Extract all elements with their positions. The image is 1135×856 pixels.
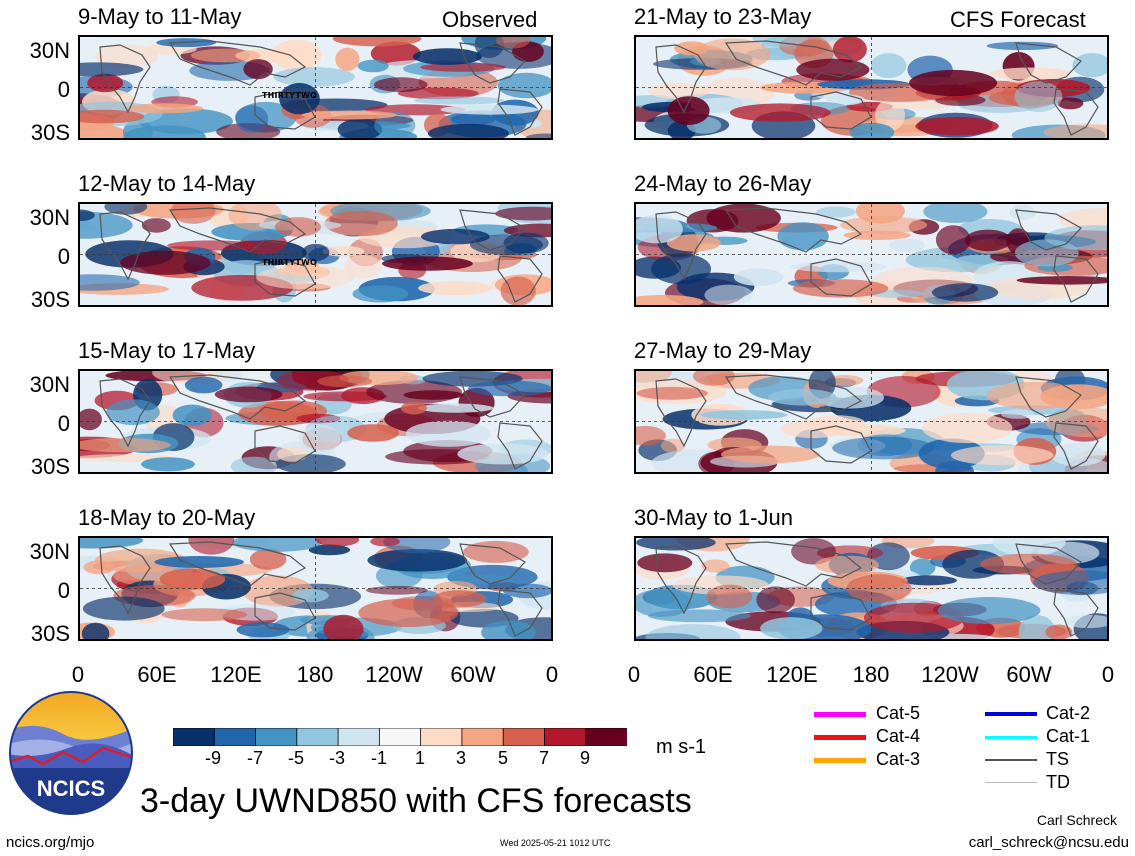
logo-text: NCICS	[37, 776, 105, 801]
observed-header: Observed	[442, 7, 538, 32]
lon-label: 60E	[137, 662, 177, 687]
lon-label: 0	[1101, 662, 1115, 687]
lon-label: 60W	[450, 662, 496, 687]
wind-map	[78, 536, 553, 641]
lon-label: 180	[852, 662, 890, 687]
lat-label-0: 0	[57, 578, 70, 603]
colorbar-tick: 1	[414, 748, 425, 768]
lat-label-30s: 30S	[30, 454, 70, 479]
lon-label: 60W	[1006, 662, 1052, 687]
wind-map	[634, 369, 1109, 474]
author-email: carl_schreck@ncsu.edu	[968, 834, 1129, 851]
colorbar	[173, 728, 627, 746]
colorbar-swatch	[296, 728, 339, 746]
colorbar-swatch	[544, 728, 587, 746]
site-link[interactable]: ncics.org/mjo	[6, 834, 95, 851]
ncics-logo: NCICS	[9, 691, 133, 815]
lon-label: 120E	[766, 662, 818, 687]
panel-title: 27-May to 29-May	[634, 338, 812, 363]
legend-label: TD	[1046, 772, 1070, 792]
colorbar-tick: -3	[328, 748, 345, 768]
panel-title: 15-May to 17-May	[78, 338, 256, 363]
legend-swatch-td	[985, 782, 1037, 783]
lon-label: 180	[296, 662, 334, 687]
forecast-header: CFS Forecast	[950, 7, 1086, 32]
wind-map	[78, 202, 553, 307]
storm-label: THIRTYTWO	[262, 258, 318, 267]
lat-label-30n: 30N	[29, 205, 70, 230]
panel-title: 30-May to 1-Jun	[634, 505, 793, 530]
legend-label: Cat-3	[876, 749, 921, 769]
legend-label: Cat-2	[1046, 703, 1091, 723]
colorbar-swatch	[378, 728, 422, 746]
colorbar-tick: 7	[538, 748, 549, 768]
lon-label: 0	[627, 662, 641, 687]
storm-label: THIRTYTWO	[262, 91, 318, 100]
legend-label: Cat-4	[876, 726, 921, 746]
panel-title: 18-May to 20-May	[78, 505, 256, 530]
colorbar-swatch	[213, 728, 257, 746]
colorbar-tick: 9	[579, 748, 590, 768]
lat-label-30s: 30S	[30, 287, 70, 312]
lon-label: 0	[545, 662, 559, 687]
lat-label-30s: 30S	[30, 621, 70, 646]
author-name: Carl Schreck	[1036, 812, 1117, 828]
lat-label-30s: 30S	[30, 120, 70, 145]
lat-label-0: 0	[57, 411, 70, 436]
lat-label-30n: 30N	[29, 539, 70, 564]
colorbar-swatch	[420, 728, 463, 746]
lat-label-0: 0	[57, 244, 70, 269]
colorbar-swatch	[337, 728, 381, 746]
wind-map	[78, 35, 553, 140]
lon-label: 0	[71, 662, 85, 687]
timestamp: Wed 2025-05-21 1012 UTC	[500, 838, 611, 848]
legend-label: Cat-1	[1046, 726, 1091, 746]
colorbar-swatch	[255, 728, 298, 746]
main-title: 3-day UWND850 with CFS forecasts	[140, 782, 692, 820]
legend-swatch-cat1	[985, 736, 1037, 739]
lat-label-30n: 30N	[29, 38, 70, 63]
colorbar-tick: -1	[370, 748, 387, 768]
colorbar-tick: 5	[497, 748, 508, 768]
lon-label: 120E	[210, 662, 262, 687]
lon-label: 120W	[365, 662, 423, 687]
legend-label: TS	[1046, 749, 1070, 769]
lon-label: 120W	[921, 662, 979, 687]
wind-map	[634, 536, 1109, 641]
lat-label-30n: 30N	[29, 372, 70, 397]
legend-swatch-cat5	[814, 712, 866, 717]
legend-swatch-ts	[985, 759, 1037, 761]
colorbar-swatch	[461, 728, 505, 746]
wind-map	[78, 369, 553, 474]
lat-label-0: 0	[57, 77, 70, 102]
colorbar-swatch	[173, 728, 216, 746]
legend-swatch-cat3	[814, 758, 866, 763]
colorbar-tick: 3	[455, 748, 466, 768]
panel-title: 24-May to 26-May	[634, 171, 812, 196]
colorbar-tick: -5	[287, 748, 304, 768]
legend-label: Cat-5	[876, 703, 921, 723]
panel-title: 9-May to 11-May	[78, 4, 242, 29]
colorbar-tick: -7	[246, 748, 263, 768]
units-label: m s-1	[656, 736, 706, 758]
colorbar-tick: -9	[204, 748, 221, 768]
legend-swatch-cat4	[814, 735, 866, 740]
wind-map	[634, 202, 1109, 307]
wind-map	[634, 35, 1109, 140]
panel-title: 21-May to 23-May	[634, 4, 812, 29]
colorbar-swatch	[585, 728, 627, 746]
legend-swatch-cat2	[985, 712, 1037, 716]
colorbar-swatch	[502, 728, 546, 746]
panel-title: 12-May to 14-May	[78, 171, 256, 196]
lon-label: 60E	[693, 662, 733, 687]
